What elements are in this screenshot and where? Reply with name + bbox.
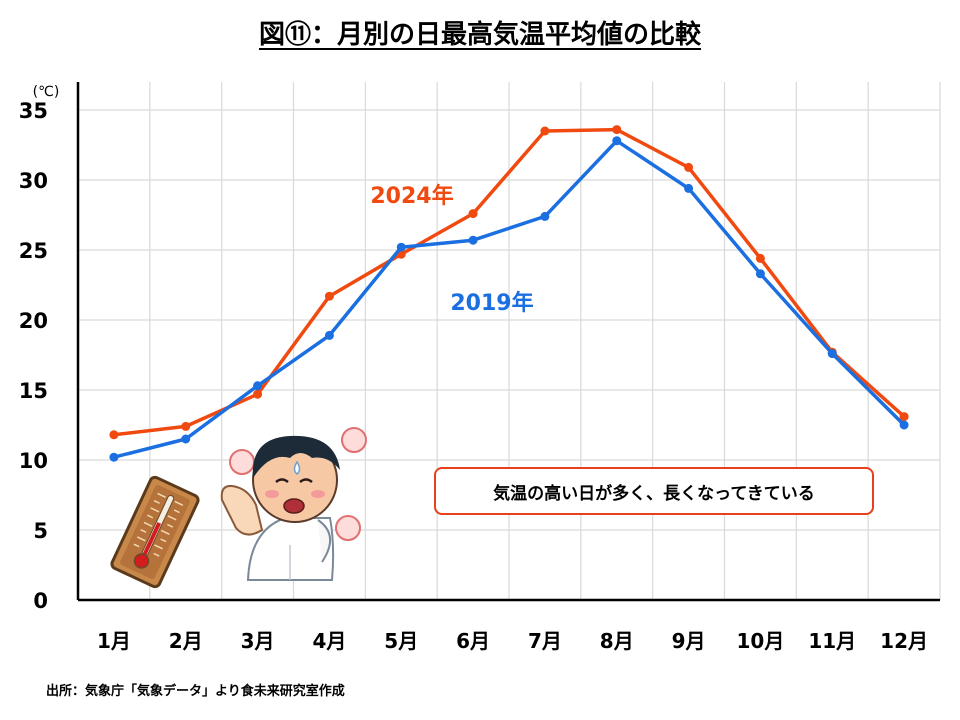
x-tick-label: 8月	[600, 629, 634, 653]
chart-title: 図⑪：月別の日最高気温平均値の比較	[258, 20, 701, 50]
data-point	[684, 162, 694, 172]
series-label: 2019年	[450, 290, 533, 316]
y-tick-label: 35	[19, 99, 48, 123]
chart-legend: 2024年 2019年	[370, 183, 533, 316]
chart-grid	[78, 82, 941, 600]
data-point	[684, 183, 694, 193]
source-note: 出所：気象庁「気象データ」より食未来研究室作成	[46, 684, 345, 699]
data-point	[612, 136, 622, 146]
sweating-person-icon	[220, 427, 367, 581]
data-point	[253, 381, 263, 391]
y-tick-label: 15	[19, 379, 48, 403]
data-point	[468, 209, 478, 219]
data-point	[755, 253, 765, 263]
series-line	[113, 139, 906, 459]
x-tick-label: 10月	[736, 629, 784, 653]
data-point	[612, 125, 622, 135]
data-point	[109, 452, 119, 462]
x-tick-label: 6月	[456, 629, 490, 653]
data-point	[899, 412, 909, 422]
y-tick-label: 0	[33, 589, 48, 613]
data-point	[468, 235, 478, 245]
y-unit-label: (℃)	[33, 84, 60, 100]
data-point	[181, 434, 191, 444]
data-point	[109, 430, 119, 440]
chart-tick-labels: 0 5 10 15 20 25 30 35(℃) 1月 2月 3月 4月 5月 6月 7月 8月 9月 10月 11…	[19, 84, 928, 653]
x-tick-label: 1月	[97, 629, 131, 653]
series-label: 2024年	[370, 183, 453, 209]
thermometer-icon	[110, 475, 200, 589]
y-tick-label: 5	[33, 519, 48, 543]
x-tick-label: 11月	[808, 629, 856, 653]
data-point	[181, 421, 191, 431]
y-tick-label: 25	[19, 239, 48, 263]
data-point	[324, 291, 334, 301]
data-point	[253, 389, 263, 399]
x-tick-label: 3月	[241, 629, 275, 653]
x-tick-label: 9月	[672, 629, 706, 653]
series-line	[113, 127, 906, 437]
chart-axes	[76, 82, 940, 602]
data-point	[540, 126, 550, 136]
data-point	[755, 269, 765, 279]
data-point	[827, 349, 837, 359]
y-tick-label: 30	[19, 169, 48, 193]
data-point	[899, 420, 909, 430]
annotation-box: 気温の高い日が多く、長くなってきている	[434, 467, 874, 515]
data-point	[396, 242, 406, 252]
data-point	[540, 211, 550, 221]
data-point	[324, 330, 334, 340]
x-tick-label: 12月	[880, 629, 928, 653]
x-tick-label: 2月	[169, 629, 203, 653]
y-tick-label: 10	[19, 449, 48, 473]
x-tick-label: 4月	[312, 629, 346, 653]
x-tick-label: 7月	[528, 629, 562, 653]
chart-series	[109, 125, 909, 462]
x-tick-label: 5月	[384, 629, 418, 653]
y-tick-label: 20	[19, 309, 48, 333]
